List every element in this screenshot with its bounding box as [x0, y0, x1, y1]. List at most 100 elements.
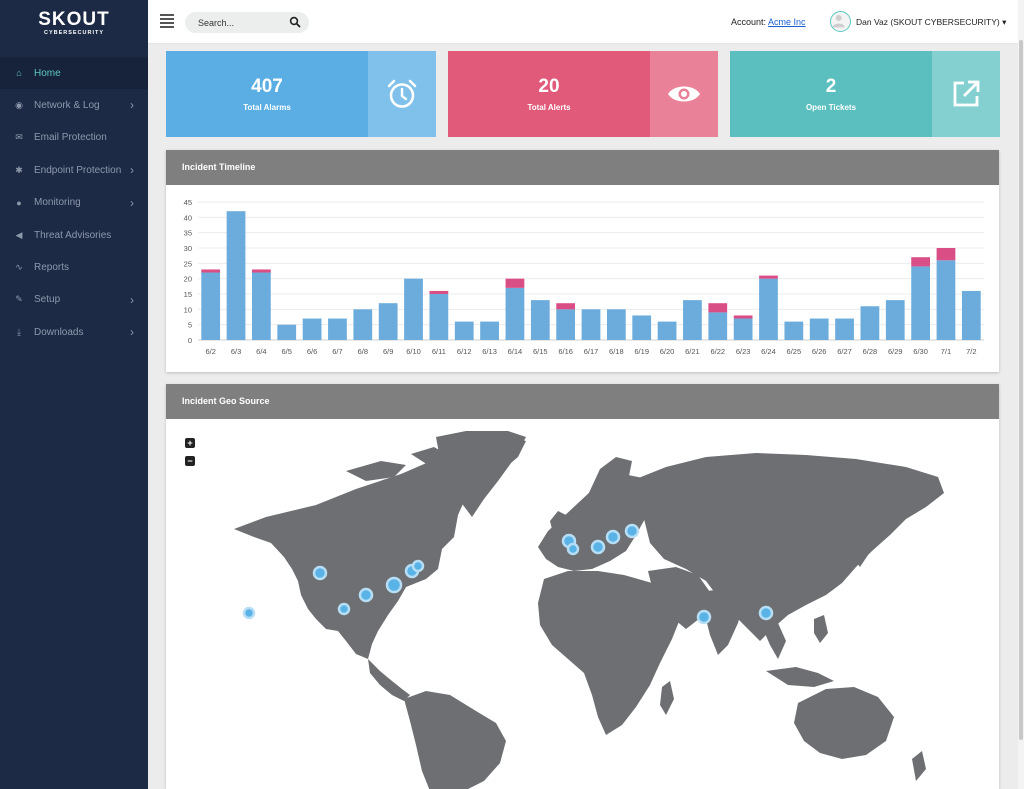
bar-alerts[interactable]: [733, 315, 753, 319]
search-icon[interactable]: [289, 16, 301, 28]
world-map[interactable]: [166, 419, 999, 789]
bar-alarms[interactable]: [835, 318, 854, 340]
scandinavia-shape: [588, 457, 632, 503]
x-tick-label: 6/16: [558, 347, 573, 356]
zoom-out-button[interactable]: −: [185, 456, 195, 466]
scrollbar-thumb[interactable]: [1019, 40, 1023, 740]
bar-alerts[interactable]: [759, 275, 778, 279]
line-chart-icon: ∿: [15, 261, 23, 272]
x-tick-label: 6/4: [256, 347, 266, 356]
user-menu[interactable]: Dan Vaz (SKOUT CYBERSECURITY) ▾: [856, 17, 1006, 28]
bug-icon: ✱: [15, 164, 23, 175]
bar-alarms[interactable]: [581, 309, 601, 340]
bar-alerts[interactable]: [556, 303, 576, 310]
incident-marker[interactable]: [242, 606, 256, 620]
sidebar-item-monitoring[interactable]: ● Monitoring ›: [0, 187, 148, 219]
bar-alarms[interactable]: [378, 303, 398, 340]
sidebar-item-downloads[interactable]: ⤓ Downloads ›: [0, 316, 148, 348]
incident-marker[interactable]: [337, 602, 351, 616]
bar-alerts[interactable]: [505, 278, 525, 288]
y-tick-label: 10: [184, 305, 192, 314]
incident-timeline-panel: Incident Timeline 0 5 10 15 20 25 30 35 40 45 6/2 6…: [166, 150, 999, 372]
bar-alarms[interactable]: [683, 300, 702, 340]
bar-alarms[interactable]: [759, 278, 778, 340]
incident-marker[interactable]: [624, 523, 640, 539]
bar-alerts[interactable]: [936, 248, 956, 261]
bar-alerts[interactable]: [201, 269, 221, 273]
bar-alarms[interactable]: [226, 211, 246, 340]
bar-alarms[interactable]: [809, 318, 829, 340]
incident-marker[interactable]: [696, 609, 712, 625]
x-tick-label: 6/13: [482, 347, 497, 356]
bar-alarms[interactable]: [353, 309, 373, 340]
account-link[interactable]: Acme Inc: [768, 17, 806, 27]
new-zealand-shape: [912, 751, 926, 781]
south-america-shape: [404, 691, 506, 789]
sidebar-item-label: Email Protection: [34, 132, 107, 144]
middle-east-shape: [648, 567, 712, 629]
search-input[interactable]: [185, 12, 309, 33]
sidebar-item-email-protection[interactable]: ✉ Email Protection: [0, 122, 148, 154]
x-tick-label: 6/17: [584, 347, 599, 356]
greenland-shape: [436, 431, 526, 517]
envelope-icon: ✉: [15, 132, 23, 143]
stat-card-alarms[interactable]: 407 Total Alarms: [166, 51, 436, 137]
incident-marker[interactable]: [385, 576, 403, 594]
hamburger-menu-icon[interactable]: [160, 14, 174, 30]
sidebar-item-setup[interactable]: ✎ Setup ›: [0, 284, 148, 316]
bar-alarms[interactable]: [860, 306, 880, 340]
incident-marker[interactable]: [605, 529, 621, 545]
bar-alarms[interactable]: [733, 318, 753, 340]
sidebar-item-threat-advisories[interactable]: ◀ Threat Advisories: [0, 219, 148, 251]
bar-alarms[interactable]: [328, 318, 347, 340]
bar-alerts[interactable]: [429, 290, 449, 294]
bar-alarms[interactable]: [936, 260, 956, 340]
panel-title: Incident Geo Source: [166, 384, 999, 419]
sidebar-item-endpoint-protection[interactable]: ✱ Endpoint Protection ›: [0, 154, 148, 186]
bar-alarms[interactable]: [277, 324, 297, 340]
bar-alarms[interactable]: [911, 266, 930, 340]
bar-alarms[interactable]: [404, 278, 423, 340]
bar-alerts[interactable]: [911, 257, 930, 267]
x-tick-label: 6/10: [406, 347, 421, 356]
bar-alarms[interactable]: [784, 321, 804, 340]
bar-alarms[interactable]: [961, 290, 981, 340]
logo[interactable]: SKOUT CYBERSECURITY: [0, 10, 148, 37]
bar-alarms[interactable]: [454, 321, 474, 340]
bar-alarms[interactable]: [480, 321, 499, 340]
bar-alarms[interactable]: [708, 312, 728, 340]
bar-alarms[interactable]: [556, 309, 576, 340]
external-link-icon: [953, 80, 980, 107]
home-icon: ⌂: [16, 68, 22, 78]
bar-alarms[interactable]: [530, 300, 550, 340]
bar-alarms[interactable]: [201, 272, 221, 340]
bar-alerts[interactable]: [252, 269, 271, 273]
bar-alarms[interactable]: [657, 321, 677, 340]
sidebar-item-network-log[interactable]: ◉ Network & Log ›: [0, 89, 148, 121]
chevron-right-icon: ›: [130, 195, 134, 210]
sidebar-item-home[interactable]: ⌂ Home: [0, 57, 148, 89]
sidebar-item-reports[interactable]: ∿ Reports: [0, 251, 148, 283]
incident-marker[interactable]: [758, 605, 774, 621]
bar-alarms[interactable]: [885, 300, 905, 340]
incident-marker[interactable]: [312, 565, 328, 581]
scrollbar[interactable]: [1018, 0, 1024, 789]
incident-marker[interactable]: [566, 542, 580, 556]
bar-alarms[interactable]: [252, 272, 271, 340]
stat-card-tickets[interactable]: 2 Open Tickets: [730, 51, 1000, 137]
bar-alarms[interactable]: [606, 309, 626, 340]
bar-alarms[interactable]: [302, 318, 322, 340]
bar-alarms[interactable]: [505, 287, 525, 340]
bar-alarms[interactable]: [429, 294, 449, 340]
incident-marker[interactable]: [358, 587, 374, 603]
incident-marker[interactable]: [411, 559, 425, 573]
bar-alerts[interactable]: [708, 303, 728, 313]
incident-marker[interactable]: [590, 539, 606, 555]
madagascar-shape: [660, 681, 674, 715]
stat-card-icon-area: [650, 51, 718, 137]
zoom-in-button[interactable]: +: [185, 438, 195, 448]
stat-card-alerts[interactable]: 20 Total Alerts: [448, 51, 718, 137]
avatar[interactable]: [830, 11, 851, 32]
indonesia-shape: [766, 667, 834, 687]
bar-alarms[interactable]: [632, 315, 652, 340]
